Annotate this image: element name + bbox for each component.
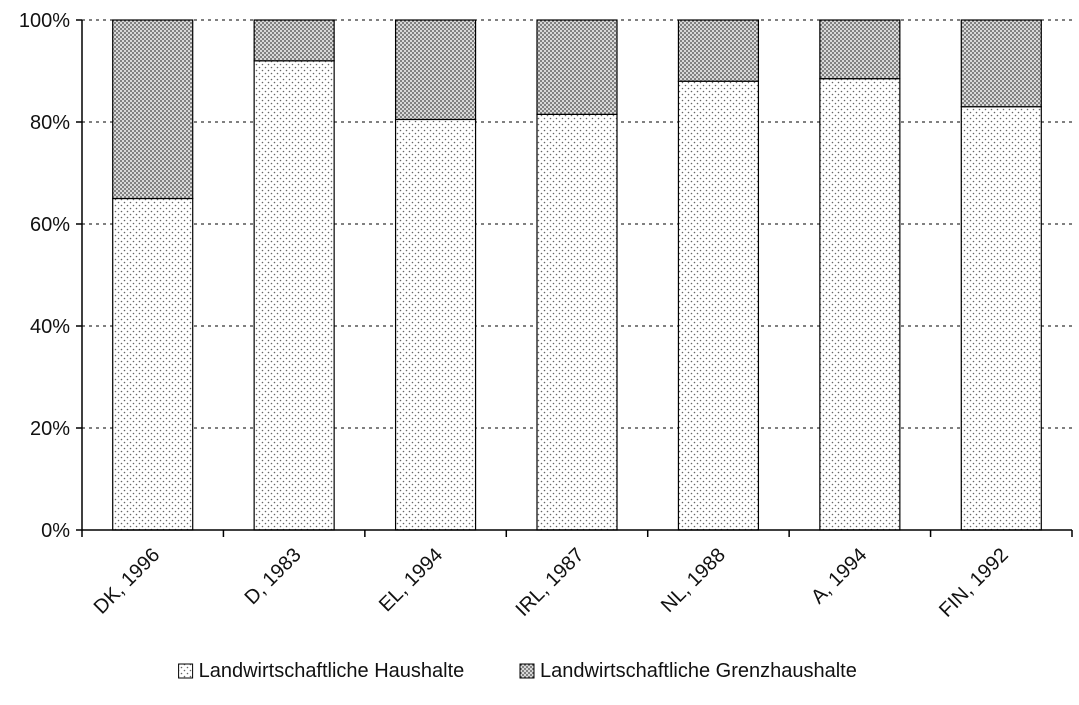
bar-segment-1 <box>819 78 901 531</box>
y-tick-label: 100% <box>19 10 70 32</box>
x-tick-label: IRL, 1987 <box>512 544 589 621</box>
bar-segment-2 <box>677 19 760 82</box>
bar-segment-1 <box>253 60 335 531</box>
x-tick-label: D, 1983 <box>241 544 306 609</box>
y-tick-label: 60% <box>30 214 70 236</box>
axes <box>81 20 1072 531</box>
y-axis-ticks: 0% 20% 40% 60% 80% 100% <box>19 10 82 542</box>
y-tick-label: 20% <box>30 418 70 440</box>
y-tick-label: 40% <box>30 316 70 338</box>
x-tick-label: DK, 1996 <box>90 544 165 619</box>
bar-segment-1 <box>536 113 618 531</box>
legend-swatch-2 <box>519 663 535 679</box>
legend: Landwirtschaftliche Haushalte Landwirtsch… <box>178 660 857 682</box>
legend-label-2: Landwirtschaftliche Grenzhaushalte <box>540 660 857 682</box>
x-tick-label: NL, 1988 <box>657 544 730 617</box>
x-tick-label: A, 1994 <box>807 544 871 608</box>
bar-segment-2 <box>394 19 477 121</box>
x-tick-label: FIN, 1992 <box>935 544 1013 622</box>
y-tick-label: 80% <box>30 112 70 134</box>
bar-segment-2 <box>253 19 335 62</box>
y-tick-label: 0% <box>41 520 70 542</box>
bar-segment-2 <box>112 19 194 200</box>
bar-segment-1 <box>677 80 760 531</box>
bar-segment-2 <box>536 19 618 115</box>
bar-segment-1 <box>112 197 194 531</box>
bar-segment-2 <box>960 19 1042 108</box>
bar-segment-1 <box>960 106 1042 531</box>
legend-label-1: Landwirtschaftliche Haushalte <box>199 660 465 682</box>
x-tick-label: EL, 1994 <box>375 544 447 616</box>
bar-segment-1 <box>394 118 477 531</box>
bar-segment-2 <box>819 19 901 80</box>
legend-swatch-1 <box>178 663 194 679</box>
x-axis-ticks: DK, 1996 D, 1983 EL, 1994 IRL, 1987 NL, 1988… <box>81 530 1073 622</box>
bars <box>112 19 1042 531</box>
